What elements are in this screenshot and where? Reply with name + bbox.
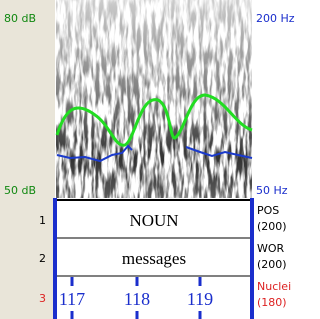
left-margin bbox=[0, 0, 55, 319]
tier-number: 3 bbox=[39, 292, 46, 305]
point-label[interactable]: 118 bbox=[124, 289, 150, 309]
tier-count: (200) bbox=[257, 258, 287, 271]
tier-count: (180) bbox=[257, 296, 287, 309]
point-label[interactable]: 117 bbox=[59, 289, 85, 309]
tier-count: (200) bbox=[257, 220, 287, 233]
tier-name: WOR bbox=[257, 242, 285, 255]
tier-name: POS bbox=[257, 204, 279, 217]
tier-number: 2 bbox=[39, 252, 46, 265]
axis-label: 50 dB bbox=[4, 184, 36, 197]
tier-number: 1 bbox=[39, 214, 46, 227]
axis-label: 80 dB bbox=[4, 12, 36, 25]
axis-label: 200 Hz bbox=[256, 12, 295, 25]
tier-name: Nuclei bbox=[257, 280, 291, 293]
point-label[interactable]: 119 bbox=[187, 289, 213, 309]
interval-label[interactable]: messages bbox=[122, 249, 186, 268]
axis-label: 50 Hz bbox=[256, 184, 288, 197]
praat-window: 80 dB 50 dB 200 Hz 50 Hz 1 NOUN POS (200… bbox=[0, 0, 300, 319]
interval-label[interactable]: NOUN bbox=[129, 211, 178, 230]
